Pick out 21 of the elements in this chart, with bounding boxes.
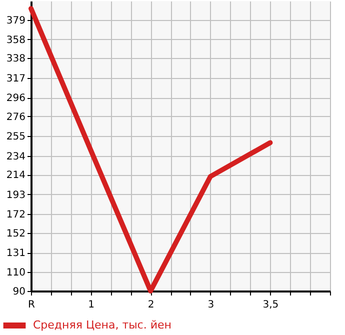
y-tick-label: 131 xyxy=(6,248,26,260)
y-tick-label: 358 xyxy=(6,34,26,46)
y-tick-label: 234 xyxy=(6,151,26,162)
y-tick-label: 317 xyxy=(6,73,26,84)
y-tick-label: 214 xyxy=(6,170,26,182)
y-tick-label: 338 xyxy=(6,54,26,65)
y-tick-label: 379 xyxy=(6,15,26,26)
x-tick-label: 1 xyxy=(88,300,94,310)
x-tick-label: 3,5 xyxy=(262,300,279,310)
x-tick-label: R xyxy=(28,300,36,310)
y-tick-label: 152 xyxy=(6,228,26,240)
y-tick-label: 193 xyxy=(6,190,26,201)
legend-label: Средняя Цена, тыс. йен xyxy=(33,318,172,332)
y-tick-label: 296 xyxy=(6,93,26,104)
y-tick-label: 90 xyxy=(12,286,26,298)
y-tick-label: 110 xyxy=(6,268,26,279)
y-tick-label: 172 xyxy=(6,210,26,221)
y-tick-label: 255 xyxy=(6,132,26,143)
x-tick-label: 3 xyxy=(208,300,214,310)
x-tick-label: 2 xyxy=(148,300,154,310)
y-tick-label: 276 xyxy=(6,112,26,123)
